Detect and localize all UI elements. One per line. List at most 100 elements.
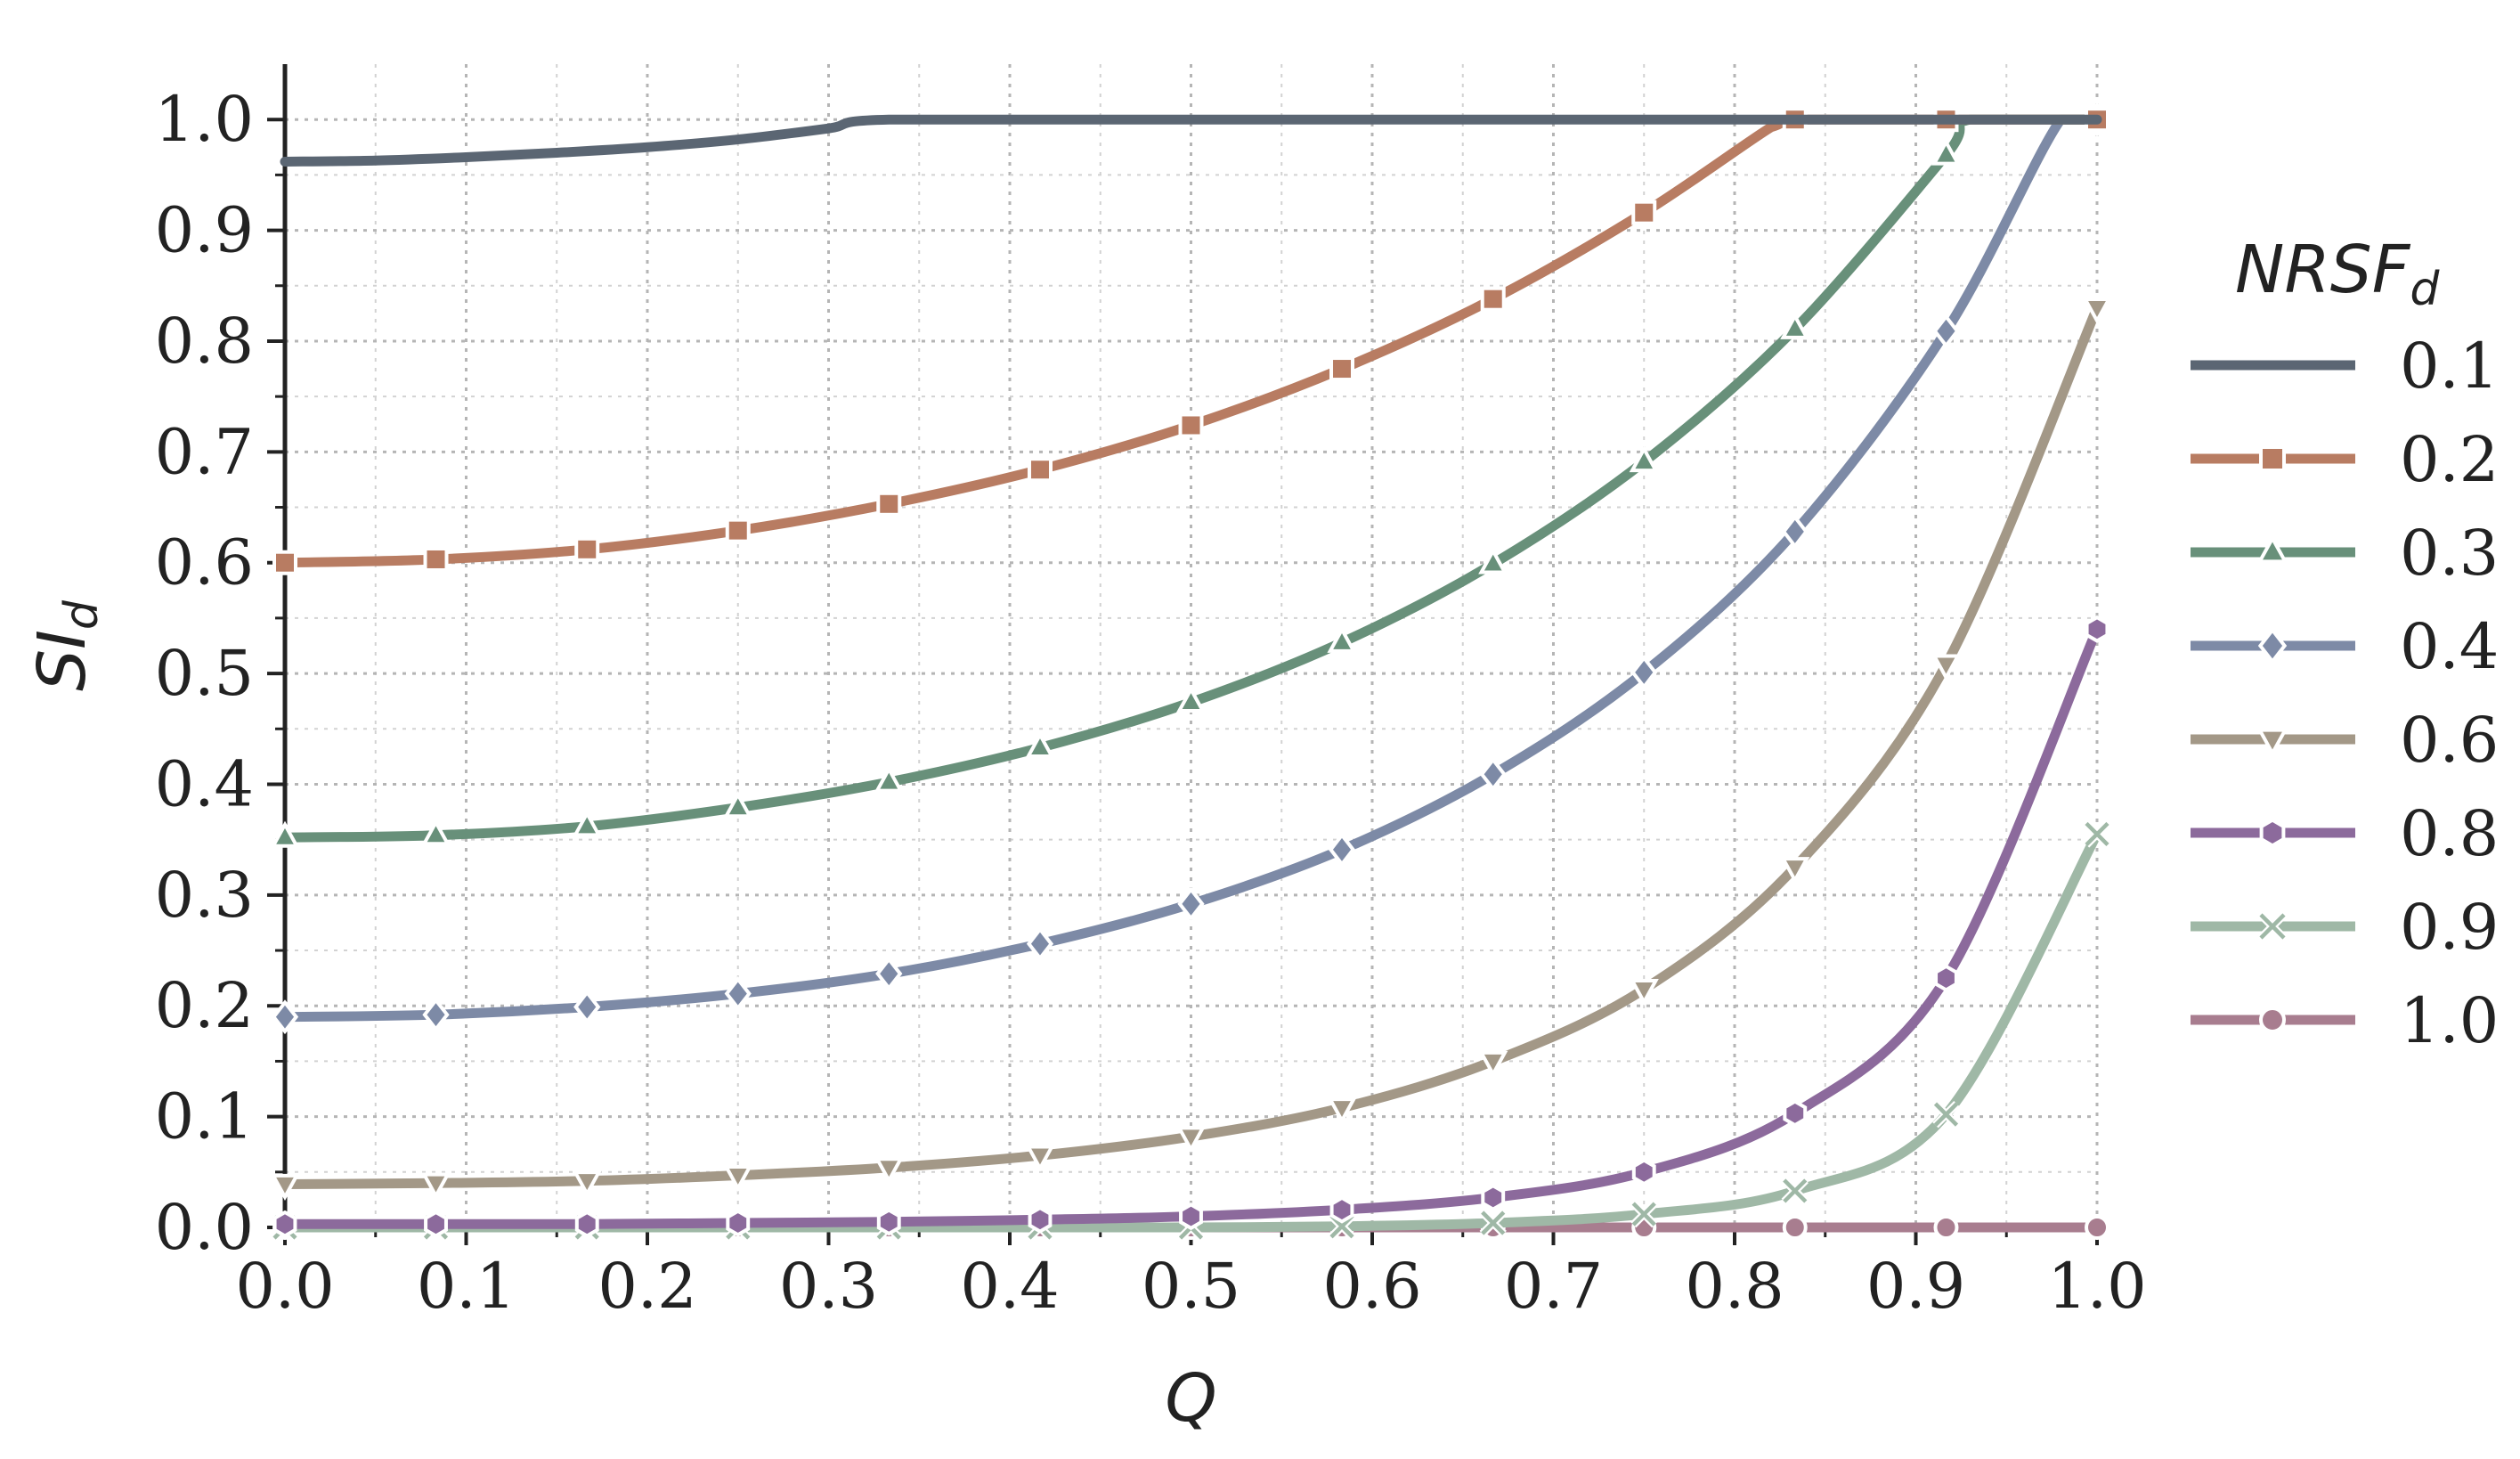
y-tick-label: 0.2 <box>155 969 254 1042</box>
legend-entry-1.0: 1.0 <box>2191 984 2499 1057</box>
legend-entry-0.3: 0.3 <box>2191 517 2499 590</box>
marker-x <box>2257 911 2288 941</box>
y-tick-label: 0.5 <box>155 637 254 710</box>
series-line <box>280 114 2102 1023</box>
marker-hexagon <box>1028 1205 1053 1234</box>
series-0.1 <box>280 114 2102 167</box>
legend-entry-0.1: 0.1 <box>2191 330 2499 403</box>
x-tick-label: 0.5 <box>1142 1250 1240 1323</box>
marker-triangle-down <box>1780 857 1810 884</box>
marker-x <box>1781 1177 1809 1205</box>
x-axis-label: Q <box>1165 1360 1216 1437</box>
marker-triangle-down <box>270 1173 300 1202</box>
marker-triangle-up <box>270 820 300 848</box>
legend-label: 0.3 <box>2400 517 2499 590</box>
legend-label: 0.1 <box>2400 330 2499 403</box>
marker-triangle-up <box>1780 312 1810 339</box>
legend-title-main: NRSF <box>2235 232 2411 308</box>
y-tick-label: 0.9 <box>155 194 254 267</box>
marker-diamond <box>1328 832 1356 868</box>
series-0.3 <box>270 102 2112 848</box>
marker-triangle-down <box>1175 1126 1207 1153</box>
x-tick-label: 0.6 <box>1322 1250 1421 1323</box>
series-0.8 <box>272 615 2109 1238</box>
marker-diamond <box>875 956 903 991</box>
legend-label: 0.8 <box>2400 797 2499 870</box>
x-tick-label: 0.8 <box>1685 1250 1784 1323</box>
marker-triangle-down <box>723 1164 753 1193</box>
marker-x-stroke <box>1933 1102 1959 1127</box>
legend-entry-0.8: 0.8 <box>2191 797 2499 870</box>
legend-entry-0.6: 0.6 <box>2191 704 2499 777</box>
marker-hexagon <box>1934 964 1958 992</box>
marker-square <box>1480 286 1506 312</box>
marker-circle <box>2085 1215 2109 1240</box>
marker-hexagon <box>272 1210 297 1238</box>
marker-hexagon <box>1783 1099 1808 1128</box>
marker-hexagon <box>1631 1158 1656 1186</box>
legend: NRSFd 0.1 0.2 0.3 0.4 0.6 0.8 0.9 1.0 <box>2191 232 2499 1057</box>
x-tick-label: 0.1 <box>417 1250 516 1323</box>
marker-diamond <box>422 997 450 1032</box>
marker-triangle-up <box>1478 547 1508 575</box>
y-axis-label-subscript: d <box>55 599 109 630</box>
legend-title-subscript: d <box>2410 263 2440 316</box>
marker-triangle-up <box>1327 625 1357 653</box>
y-tick-label: 0.4 <box>155 747 254 820</box>
x-tick-label: 0.0 <box>235 1250 334 1323</box>
y-tick-label: 0.1 <box>155 1080 254 1153</box>
x-tick-label: 0.7 <box>1504 1250 1603 1323</box>
marker-triangle-down <box>874 1157 904 1185</box>
marker-square <box>725 518 751 543</box>
marker-x-stroke <box>1783 1178 1808 1203</box>
x-tick-label: 0.9 <box>1866 1250 1965 1323</box>
legend-entry-0.9: 0.9 <box>2191 891 2499 964</box>
marker-x <box>1932 1100 1960 1129</box>
marker-square <box>574 536 600 562</box>
marker-hexagon <box>1329 1195 1354 1224</box>
marker-square <box>1329 356 1355 382</box>
marker-hexagon <box>424 1210 448 1238</box>
marker-triangle-up <box>1025 730 1055 759</box>
marker-x-stroke <box>1631 1202 1656 1227</box>
marker-hexagon <box>2085 615 2109 643</box>
legend-label: 1.0 <box>2400 984 2499 1057</box>
marker-triangle-down <box>1478 1050 1508 1078</box>
marker-triangle-up <box>1175 685 1207 713</box>
x-tick-label: 0.4 <box>960 1250 1059 1323</box>
marker-square <box>423 546 449 572</box>
marker-circle <box>2259 1007 2286 1033</box>
x-tick-label: 0.3 <box>779 1250 878 1323</box>
y-tick-label: 0.0 <box>155 1191 254 1264</box>
marker-square <box>1178 412 1204 438</box>
marker-hexagon <box>876 1208 901 1236</box>
x-tick-label: 0.2 <box>597 1250 696 1323</box>
marker-diamond <box>1177 886 1205 922</box>
y-axis-label-main: SI <box>24 630 101 691</box>
marker-diamond <box>271 999 299 1035</box>
marker-square <box>876 491 902 517</box>
marker-circle <box>1933 1215 1959 1240</box>
marker-diamond <box>1932 314 1960 349</box>
marker-triangle-down <box>1025 1145 1055 1172</box>
marker-x-stroke <box>1481 1210 1506 1235</box>
marker-square <box>1631 200 1657 225</box>
marker-triangle-down <box>2256 728 2288 757</box>
marker-hexagon <box>2259 818 2286 848</box>
legend-title: NRSFd <box>2235 232 2440 316</box>
y-tick-label: 0.8 <box>155 305 254 378</box>
marker-triangle-down <box>420 1172 451 1200</box>
marker-diamond <box>1479 756 1507 792</box>
series-0.6 <box>270 298 2112 1202</box>
axes: 0.0 0.1 0.2 0.3 0.4 0.5 0.6 0.7 0.8 0.9 1.0 0.0 0.1 0… <box>24 64 2147 1437</box>
marker-hexagon <box>574 1210 599 1238</box>
legend-entry-0.2: 0.2 <box>2191 423 2499 496</box>
y-axis-label: SId <box>24 599 109 691</box>
legend-label: 0.9 <box>2400 891 2499 964</box>
series <box>270 102 2112 1242</box>
marker-x <box>1630 1200 1658 1228</box>
marker-triangle-down <box>1327 1097 1357 1125</box>
marker-triangle-up <box>1629 444 1659 473</box>
marker-diamond <box>724 976 752 1012</box>
